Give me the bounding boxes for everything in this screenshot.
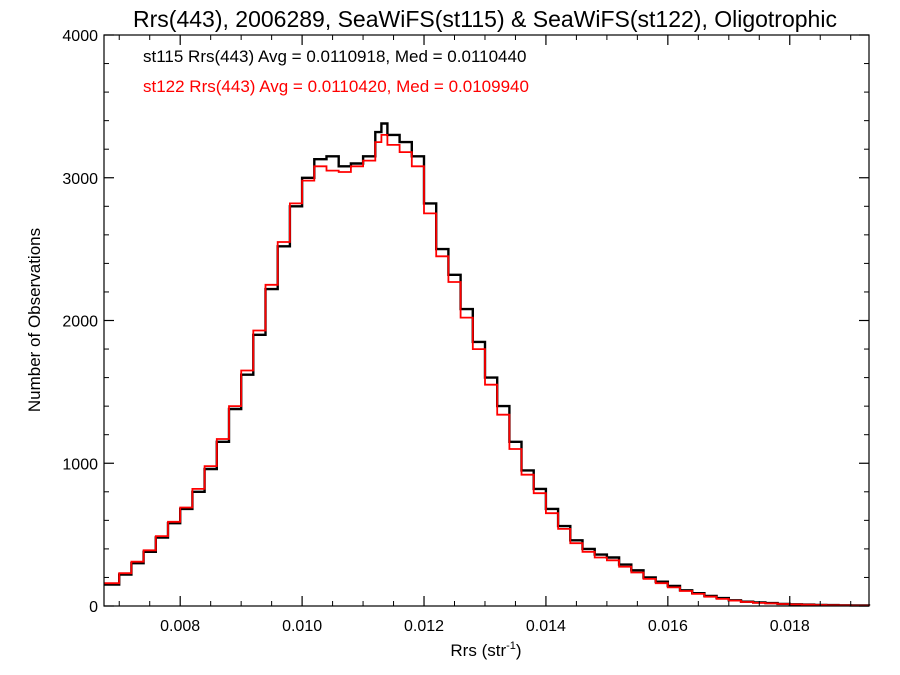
x-tick-label: 0.010 <box>282 618 322 635</box>
y-tick-label: 4000 <box>62 28 98 45</box>
series-group <box>104 122 871 607</box>
plot-frame <box>103 34 870 607</box>
x-tick-label: 0.008 <box>160 618 200 635</box>
y-axis-label: Number of Observations <box>25 228 44 412</box>
x-axis-label-sup: -1 <box>506 640 516 652</box>
chart-title: Rrs(443), 2006289, SeaWiFS(st115) & SeaW… <box>133 6 837 32</box>
x-axis-label-main: Rrs (str <box>450 641 506 660</box>
x-axis: 0.008 0.010 0.012 0.014 0.016 0.018 <box>118 35 852 635</box>
y-tick-label: 2000 <box>62 314 98 331</box>
annotations: st115 Rrs(443) Avg = 0.0110918, Med = 0.… <box>143 47 529 96</box>
x-tick-label: 0.018 <box>770 618 810 635</box>
x-tick-label: 0.012 <box>404 618 444 635</box>
series-st115-line <box>104 122 871 607</box>
y-axis: 0 1000 2000 3000 4000 <box>62 28 869 616</box>
x-axis-label-end: ) <box>516 641 522 660</box>
y-tick-label: 3000 <box>62 171 98 188</box>
annotation-st115: st115 Rrs(443) Avg = 0.0110918, Med = 0.… <box>143 47 526 66</box>
x-axis-label: Rrs (str-1) <box>450 640 521 660</box>
annotation-st122: st122 Rrs(443) Avg = 0.0110420, Med = 0.… <box>143 77 529 96</box>
x-tick-label: 0.014 <box>526 618 566 635</box>
y-tick-label: 1000 <box>62 456 98 473</box>
x-tick-label: 0.016 <box>648 618 688 635</box>
y-tick-label: 0 <box>89 599 98 616</box>
series-st122-line <box>104 134 870 607</box>
